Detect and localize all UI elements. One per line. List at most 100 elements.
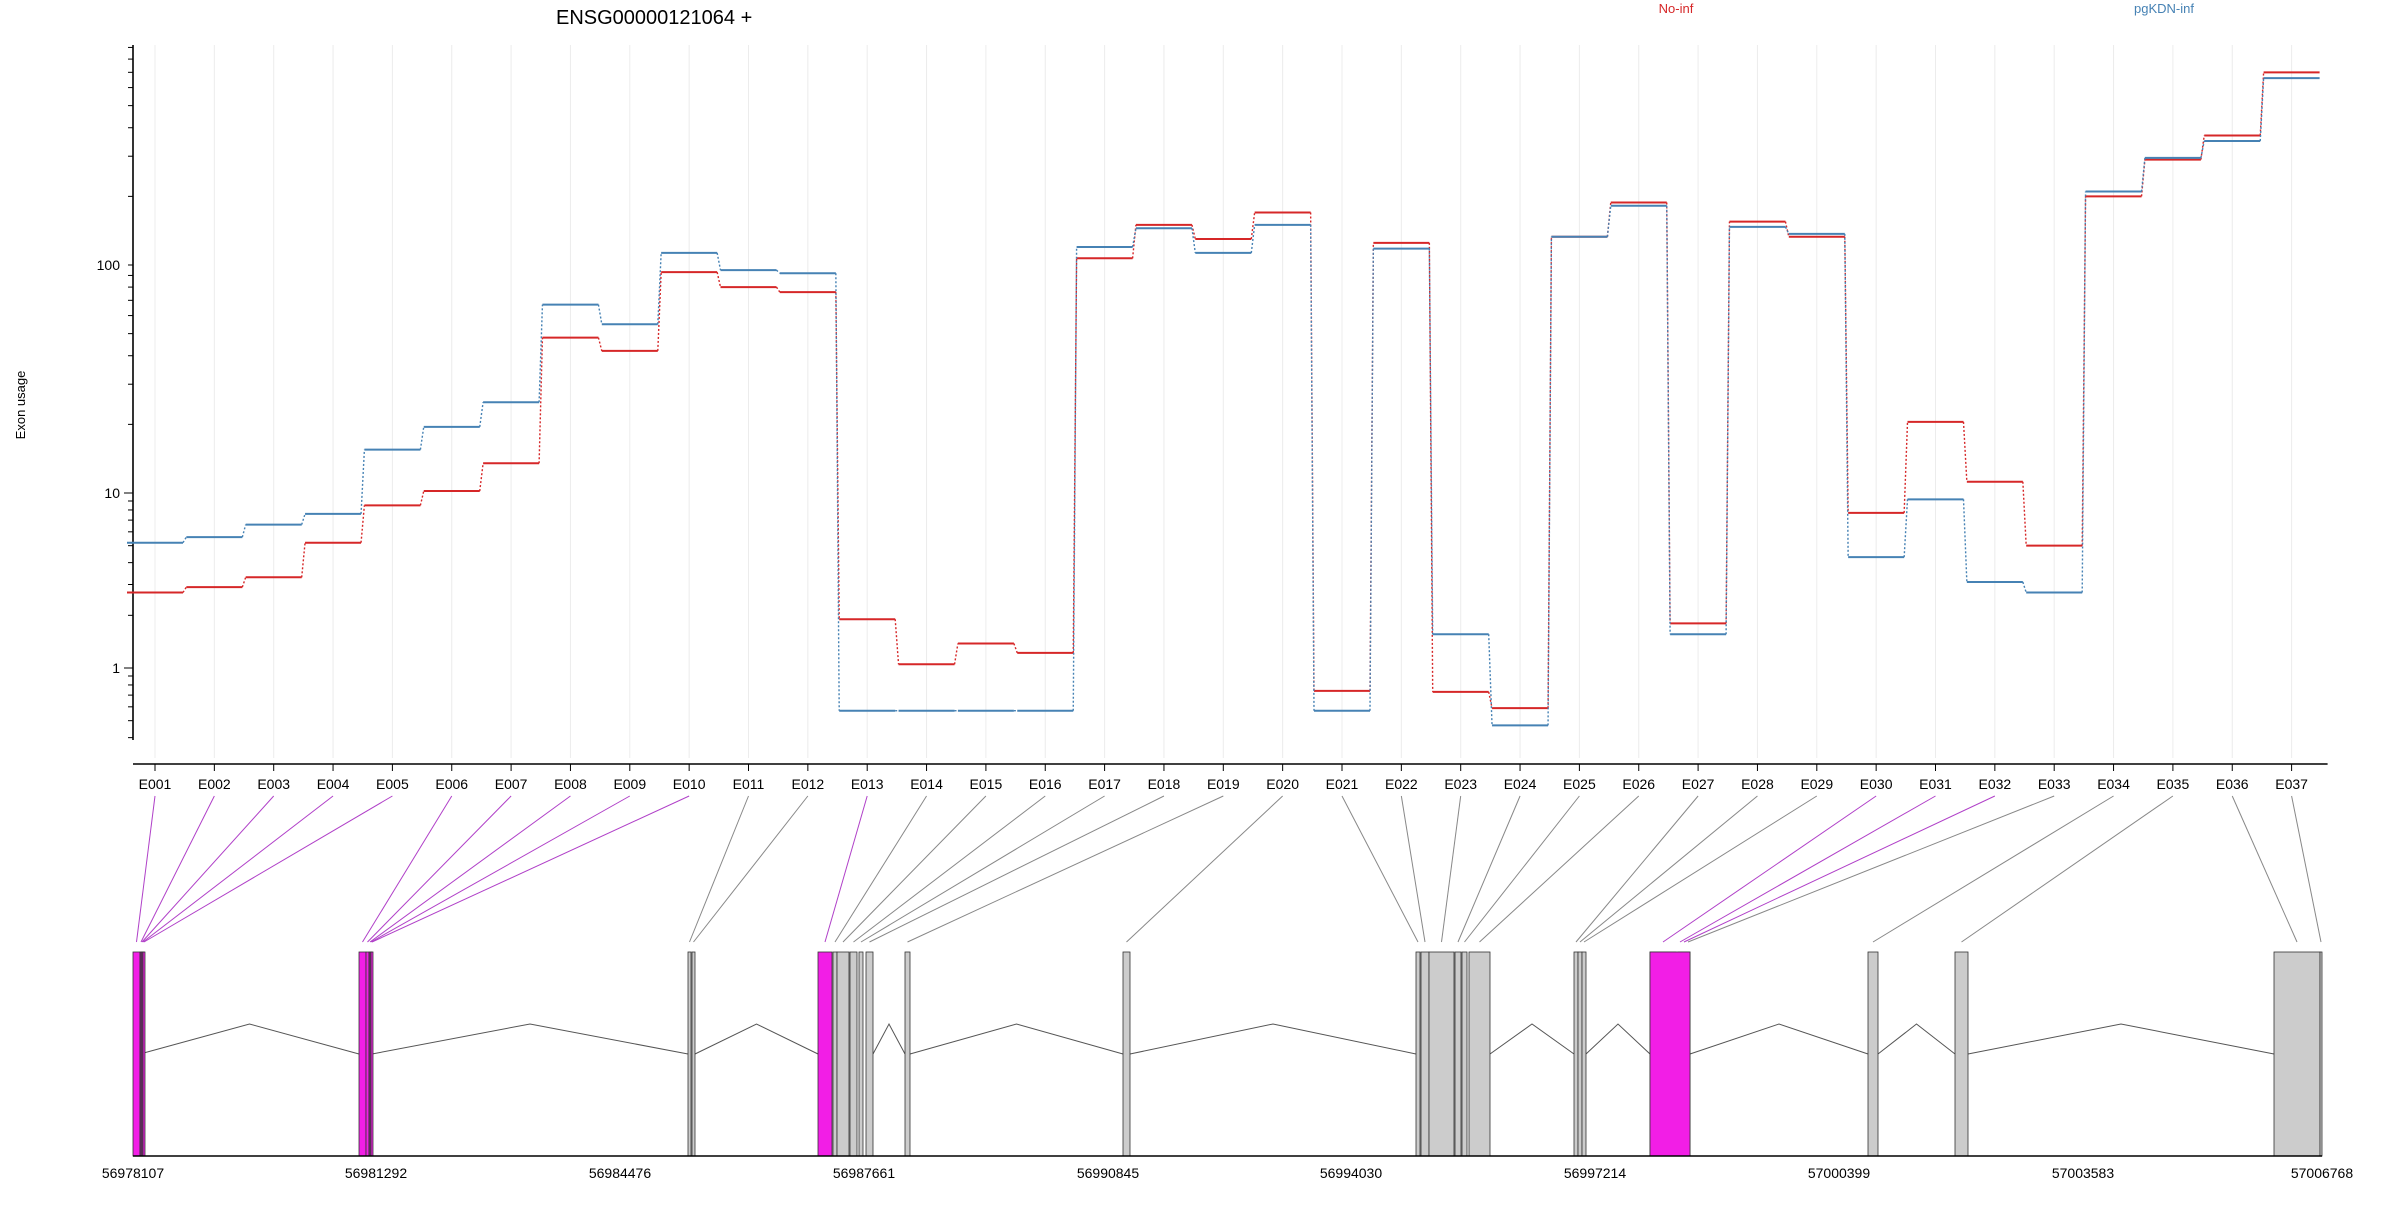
exon-block-e014 (832, 951, 838, 1157)
x-tick-label: E035 (2157, 776, 2190, 792)
x-tick-label: E007 (495, 776, 528, 792)
series-connector (419, 426, 425, 450)
intron-line (1877, 1023, 1956, 1055)
series-pgkdn-inf (127, 77, 2320, 727)
series-connector (2200, 135, 2205, 160)
series-connector (1784, 221, 1790, 237)
series-connector (241, 524, 247, 538)
series-connector (716, 252, 722, 271)
x-tick-label: E019 (1207, 776, 1240, 792)
series-connector (301, 513, 306, 525)
series-connector (1309, 224, 1315, 711)
x-tick-label: E017 (1088, 776, 1121, 792)
x-tick-label: E021 (1326, 776, 1359, 792)
exon-connector (860, 795, 1105, 943)
y-tick-label: 1 (112, 660, 120, 676)
y-tick-label: 100 (97, 257, 121, 273)
series-connector (1784, 226, 1790, 235)
connector-layer (136, 795, 2322, 943)
series-connector (301, 542, 306, 578)
series-connector (360, 505, 366, 543)
exon-block-e018 (865, 951, 874, 1157)
y-tick-label: 10 (104, 485, 120, 501)
series-connector (2259, 78, 2265, 141)
exon-block-e001 (132, 951, 141, 1157)
exon-connector (369, 795, 571, 943)
series-connector (1903, 421, 1909, 513)
intron-line (1129, 1023, 1417, 1055)
x-tick-label: E005 (376, 776, 409, 792)
intron-line (872, 1022, 906, 1055)
exon-connector (1583, 795, 1818, 943)
intron-line (1585, 1023, 1651, 1055)
x-tick-label: E033 (2038, 776, 2071, 792)
series-connector (1191, 224, 1196, 240)
x-tick-label: E013 (851, 776, 884, 792)
x-tick-label: E008 (554, 776, 587, 792)
series-connector (479, 463, 484, 492)
series-connector (538, 337, 544, 464)
series-connector (597, 304, 603, 325)
intron-line (694, 1023, 819, 1055)
x-tick-label: E006 (435, 776, 468, 792)
exon-block-e013 (817, 951, 833, 1157)
genomic-coordinate-label: 57003583 (2052, 1165, 2115, 1181)
intron-line (371, 1023, 689, 1055)
chart-title: ENSG00000121064 + (556, 7, 752, 29)
series-connector (1013, 643, 1018, 654)
exon-block-e036 (2273, 951, 2321, 1157)
exon-block-e027 (1573, 951, 1579, 1157)
exon-block-e005 (142, 951, 146, 1157)
exon-block-e035 (1954, 951, 1969, 1157)
exon-connector (141, 795, 275, 943)
series-connector (1488, 634, 1493, 726)
genomic-coordinate-label: 56981292 (345, 1165, 408, 1181)
x-tick-label: E010 (673, 776, 706, 792)
legend-entry-pgkdn-inf: pgKDN-inf (2134, 1, 2194, 16)
exon-connector (1126, 795, 1283, 943)
exon-connector (1479, 795, 1640, 943)
exon-block-e025 (1461, 951, 1468, 1157)
x-tick-label: E004 (317, 776, 350, 792)
series-connector (1725, 221, 1731, 624)
exon-connector (1575, 795, 1699, 943)
x-tick-label: E016 (1029, 776, 1062, 792)
series-connector (1962, 421, 1968, 482)
series-connector (1547, 236, 1553, 709)
exon-connector (1464, 795, 1580, 943)
x-tick-label: E014 (910, 776, 943, 792)
series-connector (2259, 72, 2265, 136)
series-connector (419, 490, 425, 506)
series-connector (776, 269, 781, 274)
series-connector (1369, 248, 1375, 711)
x-tick-label: E003 (257, 776, 290, 792)
exon-block-highlight (1649, 951, 1691, 1157)
exon-block-e017 (858, 951, 864, 1157)
series-connector (716, 272, 722, 288)
x-tick-label: E032 (1978, 776, 2011, 792)
series-connector (1666, 205, 1671, 635)
exon-block-e021 (1415, 951, 1421, 1157)
exon-connector (1687, 795, 2055, 943)
exon-connector (1872, 795, 2114, 943)
exon-block-e020 (1122, 951, 1131, 1157)
series-connector (775, 286, 781, 293)
genomic-coordinate-label: 56997214 (1564, 1165, 1627, 1181)
exon-block-e034 (1867, 951, 1879, 1157)
exon-connector (869, 795, 1165, 943)
exon-connector (824, 795, 868, 943)
genomic-coordinate-label: 56984476 (589, 1165, 652, 1181)
series-connector (2022, 481, 2027, 546)
axis-layer: 1 10 100 E001 E002 E003 E004 E005 E006 E007 E008 E0… (97, 45, 2328, 792)
x-tick-label: E025 (1563, 776, 1596, 792)
exon-connector (140, 795, 215, 943)
exon-connector (1683, 795, 1996, 943)
x-tick-label: E020 (1266, 776, 1299, 792)
series-connector (1428, 248, 1434, 635)
series-connector (538, 304, 544, 403)
exon-connector (136, 795, 156, 943)
exon-block-e029 (1581, 951, 1587, 1157)
exon-connector (367, 795, 512, 943)
series-connector (1191, 228, 1196, 253)
